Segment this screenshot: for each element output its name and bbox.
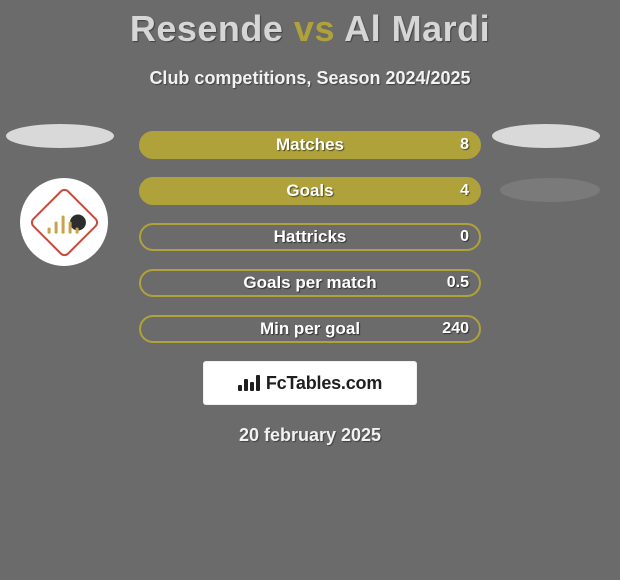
stat-row: Hattricks 0	[0, 223, 620, 251]
stat-row: Goals per match 0.5	[0, 269, 620, 297]
stat-value: 0	[460, 228, 469, 246]
stat-value: 240	[442, 320, 469, 338]
stat-value: 4	[460, 182, 469, 200]
stat-row: Goals 4	[0, 177, 620, 205]
date-text: 20 february 2025	[0, 425, 620, 446]
title-vs: vs	[294, 8, 335, 49]
stat-bar: Hattricks 0	[139, 223, 481, 251]
page-title: Resende vs Al Mardi	[0, 0, 620, 50]
stat-row: Matches 8	[0, 131, 620, 159]
title-player1: Resende	[130, 8, 284, 49]
stat-label: Goals	[286, 181, 333, 201]
stat-label: Hattricks	[274, 227, 347, 247]
stat-bar: Matches 8	[139, 131, 481, 159]
stat-bar: Goals per match 0.5	[139, 269, 481, 297]
stat-label: Min per goal	[260, 319, 360, 339]
stat-label: Goals per match	[243, 273, 376, 293]
stat-value: 8	[460, 136, 469, 154]
fctables-text: FcTables.com	[266, 373, 382, 394]
stat-value: 0.5	[447, 274, 469, 292]
comparison-card: Resende vs Al Mardi Club competitions, S…	[0, 0, 620, 580]
subtitle: Club competitions, Season 2024/2025	[0, 68, 620, 89]
stats-area: Matches 8 Goals 4 Hattricks 0 Goals per match 0…	[0, 131, 620, 343]
fctables-logo-icon	[238, 375, 260, 391]
stat-row: Min per goal 240	[0, 315, 620, 343]
fctables-attribution: FcTables.com	[203, 361, 417, 405]
stat-bar: Goals 4	[139, 177, 481, 205]
stat-bar: Min per goal 240	[139, 315, 481, 343]
stat-label: Matches	[276, 135, 344, 155]
title-player2: Al Mardi	[344, 8, 490, 49]
